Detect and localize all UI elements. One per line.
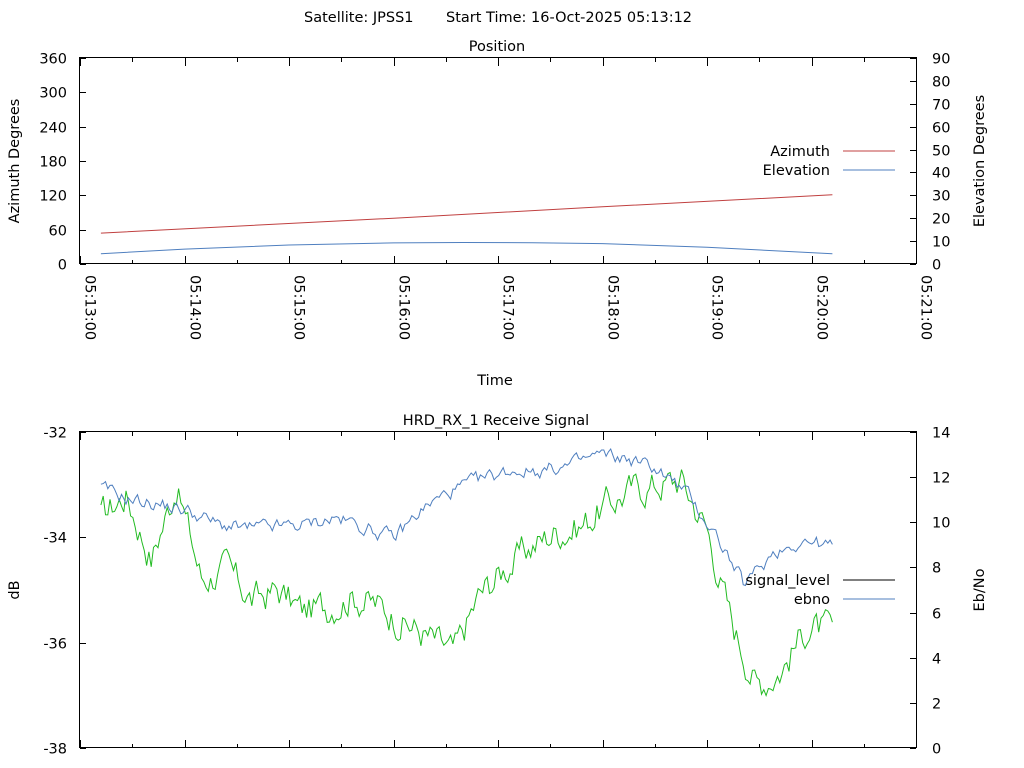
position-x-tick-label: 05:13:00 — [82, 275, 98, 340]
position-x-axis-label: Time — [476, 373, 513, 389]
position-x-tick-label: 05:15:00 — [291, 275, 307, 340]
position-y2-tick-label: 50 — [932, 144, 950, 160]
signal-axis-ticks — [80, 432, 917, 749]
position-y2-tick-label: 20 — [932, 212, 950, 228]
position-x-tick-labels: 05:13:00 05:14:00 05:15:00 05:16:00 05:17:00… — [82, 275, 934, 340]
position-y-tick-label: 120 — [39, 189, 67, 205]
position-y2-axis-label: Elevation Degrees — [972, 95, 988, 227]
position-y2-tick-labels: 0 10 20 30 40 50 60 70 80 90 — [932, 52, 950, 274]
signal-y-tick-label: -34 — [43, 531, 67, 547]
legend-elevation-label: Elevation — [763, 163, 830, 179]
position-y-tick-label: 60 — [49, 224, 67, 240]
azimuth-series-line — [100, 194, 833, 234]
legend-azimuth-label: Azimuth — [770, 144, 830, 160]
position-y-tick-label: 180 — [39, 155, 67, 171]
position-axis-ticks — [80, 58, 917, 265]
header-start-time: Start Time: 16-Oct-2025 05:13:12 — [446, 10, 692, 26]
signal-chart: HRD_RX_1 Receive Signal -38 -36 -34 -32 0 2 4… — [7, 413, 988, 758]
signal-y2-tick-label: 14 — [932, 426, 950, 442]
position-plot-frame — [79, 57, 917, 264]
signal-y2-tick-label: 0 — [932, 742, 941, 758]
signal-y2-tick-label: 4 — [932, 652, 941, 668]
position-y2-tick-label: 40 — [932, 166, 950, 182]
position-y2-tick-label: 0 — [932, 258, 941, 274]
signal-y2-axis-label: Eb/No — [972, 568, 988, 611]
signal-y-tick-labels: -38 -36 -34 -32 — [43, 426, 67, 758]
position-x-tick-label: 05:17:00 — [500, 275, 516, 340]
position-x-tick-label: 05:19:00 — [709, 275, 725, 340]
position-x-tick-label: 05:16:00 — [396, 275, 412, 340]
position-y-axis-label: Azimuth Degrees — [7, 99, 23, 224]
signal-chart-title: HRD_RX_1 Receive Signal — [403, 413, 589, 429]
ebno-series-line — [100, 447, 833, 587]
signal-y-tick-label: -32 — [43, 426, 67, 442]
header-satellite: Satellite: JPSS1 — [304, 10, 414, 26]
signal-y2-tick-labels: 0 2 4 6 8 10 12 14 — [932, 426, 950, 758]
position-x-tick-label: 05:21:00 — [918, 275, 934, 340]
signal-level-trace-line — [100, 469, 833, 697]
position-y2-tick-label: 90 — [932, 52, 950, 68]
legend-ebno-label: ebno — [794, 592, 830, 608]
position-y-tick-label: 300 — [39, 86, 67, 102]
position-y2-tick-label: 60 — [932, 121, 950, 137]
signal-plot-frame — [79, 431, 917, 748]
position-y-tick-label: 360 — [39, 52, 67, 68]
signal-series — [100, 447, 833, 697]
position-y-tick-label: 240 — [39, 121, 67, 137]
signal-legend: signal_level ebno — [745, 573, 895, 608]
signal-y-axis-label: dB — [7, 580, 23, 599]
position-x-tick-label: 05:18:00 — [605, 275, 621, 340]
position-chart-title: Position — [469, 39, 525, 55]
position-y-tick-label: 0 — [58, 258, 67, 274]
elevation-series-line — [100, 241, 833, 255]
position-x-tick-label: 05:20:00 — [814, 275, 830, 340]
position-y2-tick-label: 80 — [932, 75, 950, 91]
signal-y2-tick-label: 2 — [932, 697, 941, 713]
position-y2-tick-label: 70 — [932, 98, 950, 114]
signal-y2-tick-label: 12 — [932, 471, 950, 487]
signal-y-tick-label: -38 — [43, 742, 67, 758]
position-legend: Azimuth Elevation — [763, 144, 895, 179]
legend-signal-level-label: signal_level — [745, 573, 830, 589]
position-y2-tick-label: 30 — [932, 189, 950, 205]
signal-y2-tick-label: 10 — [932, 516, 950, 532]
position-series — [100, 194, 833, 255]
signal-y2-tick-label: 6 — [932, 607, 941, 623]
position-y-tick-labels: 0 60 120 180 240 300 360 — [39, 52, 67, 274]
position-y2-tick-label: 10 — [932, 235, 950, 251]
signal-y2-tick-label: 8 — [932, 561, 941, 577]
position-x-tick-label: 05:14:00 — [187, 275, 203, 340]
signal-y-tick-label: -36 — [43, 637, 67, 653]
position-chart: Position 0 60 120 180 240 300 360 0 10 20 30 40 50 6… — [7, 39, 988, 389]
